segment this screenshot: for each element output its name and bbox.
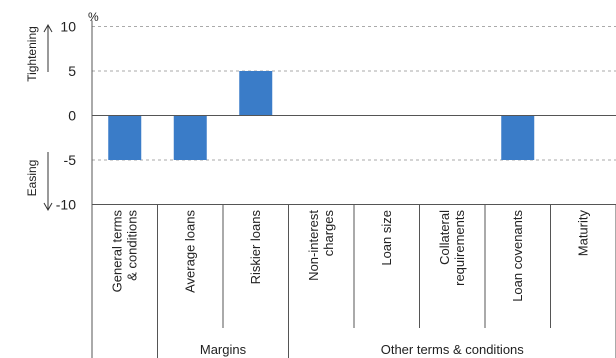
x-tick-label: Maturity: [575, 210, 590, 257]
down-arrowhead: [43, 202, 53, 212]
up-arrowhead: [43, 23, 53, 33]
y-tick-label: 0: [68, 108, 76, 124]
bar: [501, 115, 535, 160]
category-groups: Margins Other terms & conditions: [200, 342, 524, 357]
tightening-label: Tightening: [25, 26, 39, 82]
x-tick-labels: General terms& conditions Average loans Ri…: [109, 210, 590, 302]
bar: [239, 71, 273, 116]
bar: [173, 115, 207, 160]
x-tick-label: Non-interestcharges: [306, 210, 336, 281]
y-unit-label: %: [88, 10, 99, 24]
x-tick-label: Collateralrequirements: [437, 210, 467, 286]
x-tick-label: General terms& conditions: [109, 210, 139, 293]
y-tick-label: -5: [64, 152, 77, 168]
direction-annotations: % Tightening Easing: [25, 10, 99, 212]
y-tick-label: 10: [60, 19, 76, 35]
axes: [91, 20, 616, 358]
bars: [108, 71, 535, 160]
y-tick-labels: 10 5 0 -5 -10: [56, 19, 76, 213]
group-label: Margins: [200, 342, 247, 357]
bar: [108, 115, 142, 160]
group-label: Other terms & conditions: [381, 342, 525, 357]
x-tick-label: Average loans: [182, 210, 197, 293]
y-tick-label: -10: [56, 197, 76, 213]
x-tick-label: Loan covenants: [510, 210, 525, 302]
y-tick-label: 5: [68, 63, 76, 79]
easing-label: Easing: [25, 160, 39, 197]
x-tick-label: Loan size: [379, 210, 394, 266]
x-tick-label: Riskier loans: [248, 210, 263, 285]
